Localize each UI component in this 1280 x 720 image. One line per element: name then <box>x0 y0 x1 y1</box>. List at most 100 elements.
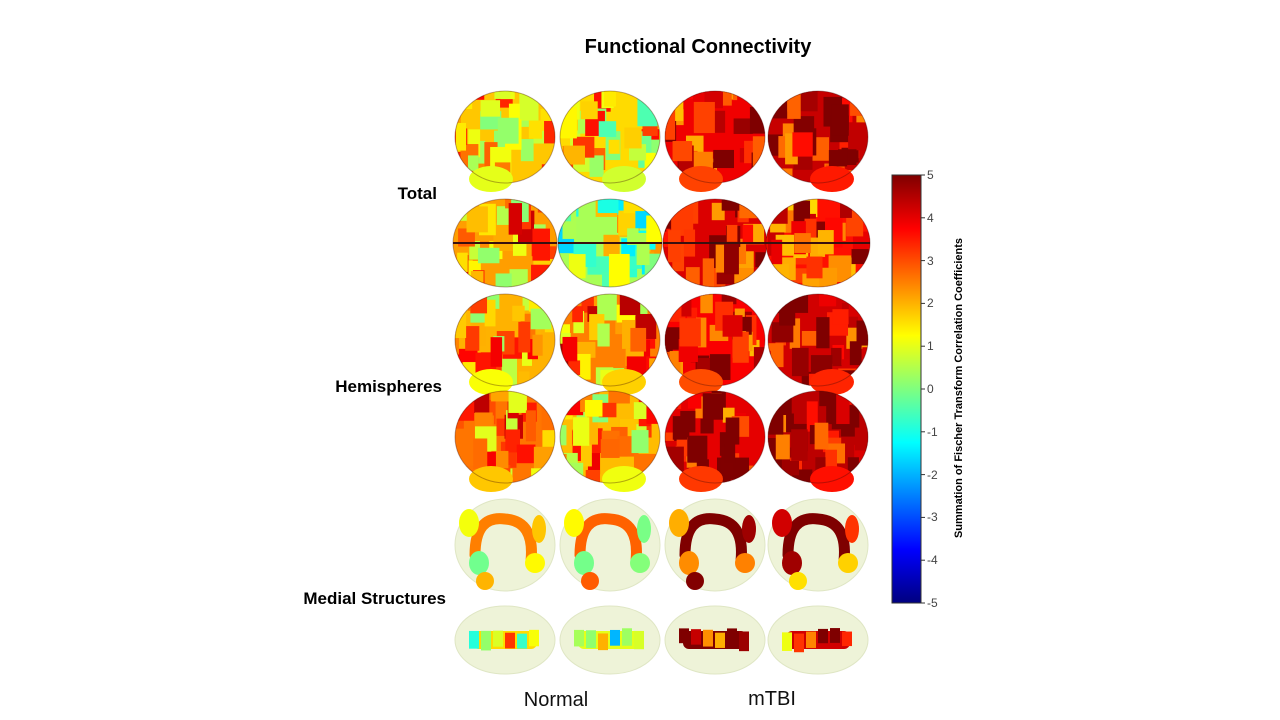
brain-region-patch <box>752 136 765 168</box>
brain-region-patch <box>768 405 784 435</box>
midline-segment <box>634 630 644 650</box>
brain-region-patch <box>580 101 598 120</box>
cerebellum <box>810 166 854 192</box>
brain-outline <box>557 198 663 288</box>
brain-region-patch <box>831 104 849 136</box>
brain-region-patch <box>852 231 870 252</box>
brain-region-patch <box>840 199 852 218</box>
brain-region-patch <box>455 91 467 100</box>
brain-region-patch <box>828 150 848 167</box>
brain-region-patch <box>806 256 823 279</box>
brain-region-patch <box>484 299 496 327</box>
cerebellum <box>679 369 723 395</box>
brain-region-patch <box>480 100 501 117</box>
brain-region-patch <box>490 337 503 367</box>
brain-region-patch <box>608 391 630 404</box>
brain-region-patch <box>603 234 620 257</box>
brain-region-patch <box>856 320 868 346</box>
brain-region-patch <box>468 129 481 158</box>
subcortical-structure <box>679 551 699 575</box>
brain-panel <box>454 498 556 592</box>
brain-panel <box>767 90 869 192</box>
brain-region-patch <box>693 101 715 134</box>
brain-region-patch <box>665 91 673 119</box>
brain-region-patch <box>832 309 849 325</box>
brain-region-patch <box>754 91 765 105</box>
brain-region-patch <box>466 206 488 233</box>
colorbar-tick-label: 3 <box>927 253 934 268</box>
midline-segment <box>610 629 620 646</box>
brain-outline <box>454 90 556 184</box>
brain-region-patch <box>665 372 675 386</box>
brain-region-patch <box>598 402 617 418</box>
brain-region-patch <box>537 199 557 213</box>
brain-region-patch <box>630 327 647 352</box>
midline-segment <box>493 630 503 647</box>
brain-region-patch <box>670 392 682 410</box>
midline-segment <box>505 632 515 649</box>
subcortical-structure <box>789 572 807 590</box>
brain-region-patch <box>792 294 809 313</box>
brain-region-patch <box>792 132 813 157</box>
brain-region-patch <box>457 252 468 273</box>
brain-region-patch <box>589 155 604 177</box>
midline-segment <box>782 632 792 651</box>
brain-region-patch <box>512 305 525 322</box>
brain-outline <box>559 293 661 387</box>
midline-segment <box>586 630 596 649</box>
brain-region-patch <box>619 294 641 316</box>
brain-region-patch <box>562 395 584 416</box>
brain-region-patch <box>665 327 680 350</box>
brain-region-patch <box>633 402 648 420</box>
brain-region-patch <box>518 321 531 353</box>
brain-region-patch <box>669 351 681 377</box>
brain-region-patch <box>543 199 557 207</box>
brain-outline <box>767 390 869 484</box>
row-label-hemispheres: Hemispheres <box>335 377 442 396</box>
subcortical-structure <box>669 509 689 537</box>
brain-region-patch <box>789 318 801 349</box>
brain-region-patch <box>508 391 527 413</box>
brain-region-patch <box>455 199 467 212</box>
subcortical-structure <box>525 553 545 573</box>
brain-region-patch <box>836 393 850 425</box>
brain-region-patch <box>598 121 617 137</box>
brain-panel <box>767 605 869 675</box>
brain-region-patch <box>525 410 536 442</box>
brain-region-patch <box>587 306 600 322</box>
colorbar-tick-label: -4 <box>927 553 938 568</box>
brain-region-patch <box>721 294 737 305</box>
brain-panel <box>767 390 869 492</box>
colorbar-tick-label: -2 <box>927 467 938 482</box>
brain-region-patch <box>741 316 752 335</box>
brain-region-patch <box>587 413 598 445</box>
brain-region-patch <box>775 434 790 460</box>
brain-region-patch <box>649 139 660 157</box>
midline-segment <box>622 628 632 646</box>
brain-region-patch <box>791 347 809 377</box>
brain-region-patch <box>497 117 519 144</box>
brain-region-patch <box>585 469 601 483</box>
brain-region-patch <box>791 429 808 461</box>
brain-region-patch <box>849 341 862 366</box>
brain-region-patch <box>483 399 496 425</box>
brain-region-patch <box>516 444 536 464</box>
colorbar-tick-label: -1 <box>927 424 938 439</box>
brain-region-patch <box>560 425 567 446</box>
brain-region-patch <box>801 371 813 386</box>
brain-region-patch <box>600 439 620 458</box>
midline-segment <box>679 628 689 644</box>
brain-region-patch <box>768 437 779 461</box>
brain-region-patch <box>696 317 707 348</box>
brain-panel <box>454 605 556 675</box>
brain-region-patch <box>639 131 652 155</box>
colorbar <box>891 174 922 604</box>
brain-region-patch <box>539 199 557 208</box>
brain-region-patch <box>806 401 818 432</box>
brain-region-patch <box>672 141 693 162</box>
brain-outline <box>664 293 766 387</box>
brain-region-patch <box>831 347 842 367</box>
brain-region-patch <box>560 394 573 420</box>
brain-region-patch <box>681 299 692 317</box>
brain-region-patch <box>771 322 794 343</box>
